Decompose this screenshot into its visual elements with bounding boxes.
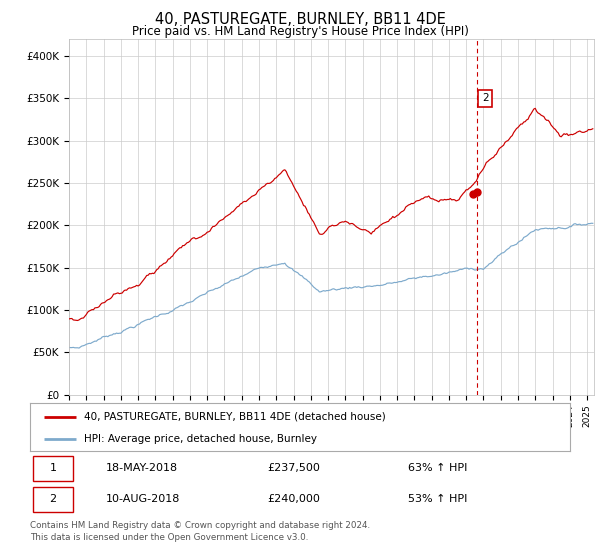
Text: £240,000: £240,000 [268, 494, 320, 505]
Text: 40, PASTUREGATE, BURNLEY, BB11 4DE: 40, PASTUREGATE, BURNLEY, BB11 4DE [155, 12, 445, 27]
Text: 63% ↑ HPI: 63% ↑ HPI [408, 463, 467, 473]
Text: 1: 1 [49, 463, 56, 473]
Text: 10-AUG-2018: 10-AUG-2018 [106, 494, 180, 505]
Text: 40, PASTUREGATE, BURNLEY, BB11 4DE (detached house): 40, PASTUREGATE, BURNLEY, BB11 4DE (deta… [84, 412, 386, 422]
Text: Contains HM Land Registry data © Crown copyright and database right 2024.
This d: Contains HM Land Registry data © Crown c… [30, 521, 370, 542]
Text: 53% ↑ HPI: 53% ↑ HPI [408, 494, 467, 505]
Text: £237,500: £237,500 [268, 463, 320, 473]
Text: HPI: Average price, detached house, Burnley: HPI: Average price, detached house, Burn… [84, 434, 317, 444]
FancyBboxPatch shape [33, 456, 73, 480]
Text: 2: 2 [49, 494, 56, 505]
Text: 2: 2 [482, 94, 488, 104]
Text: 18-MAY-2018: 18-MAY-2018 [106, 463, 178, 473]
FancyBboxPatch shape [33, 487, 73, 512]
Text: Price paid vs. HM Land Registry's House Price Index (HPI): Price paid vs. HM Land Registry's House … [131, 25, 469, 38]
